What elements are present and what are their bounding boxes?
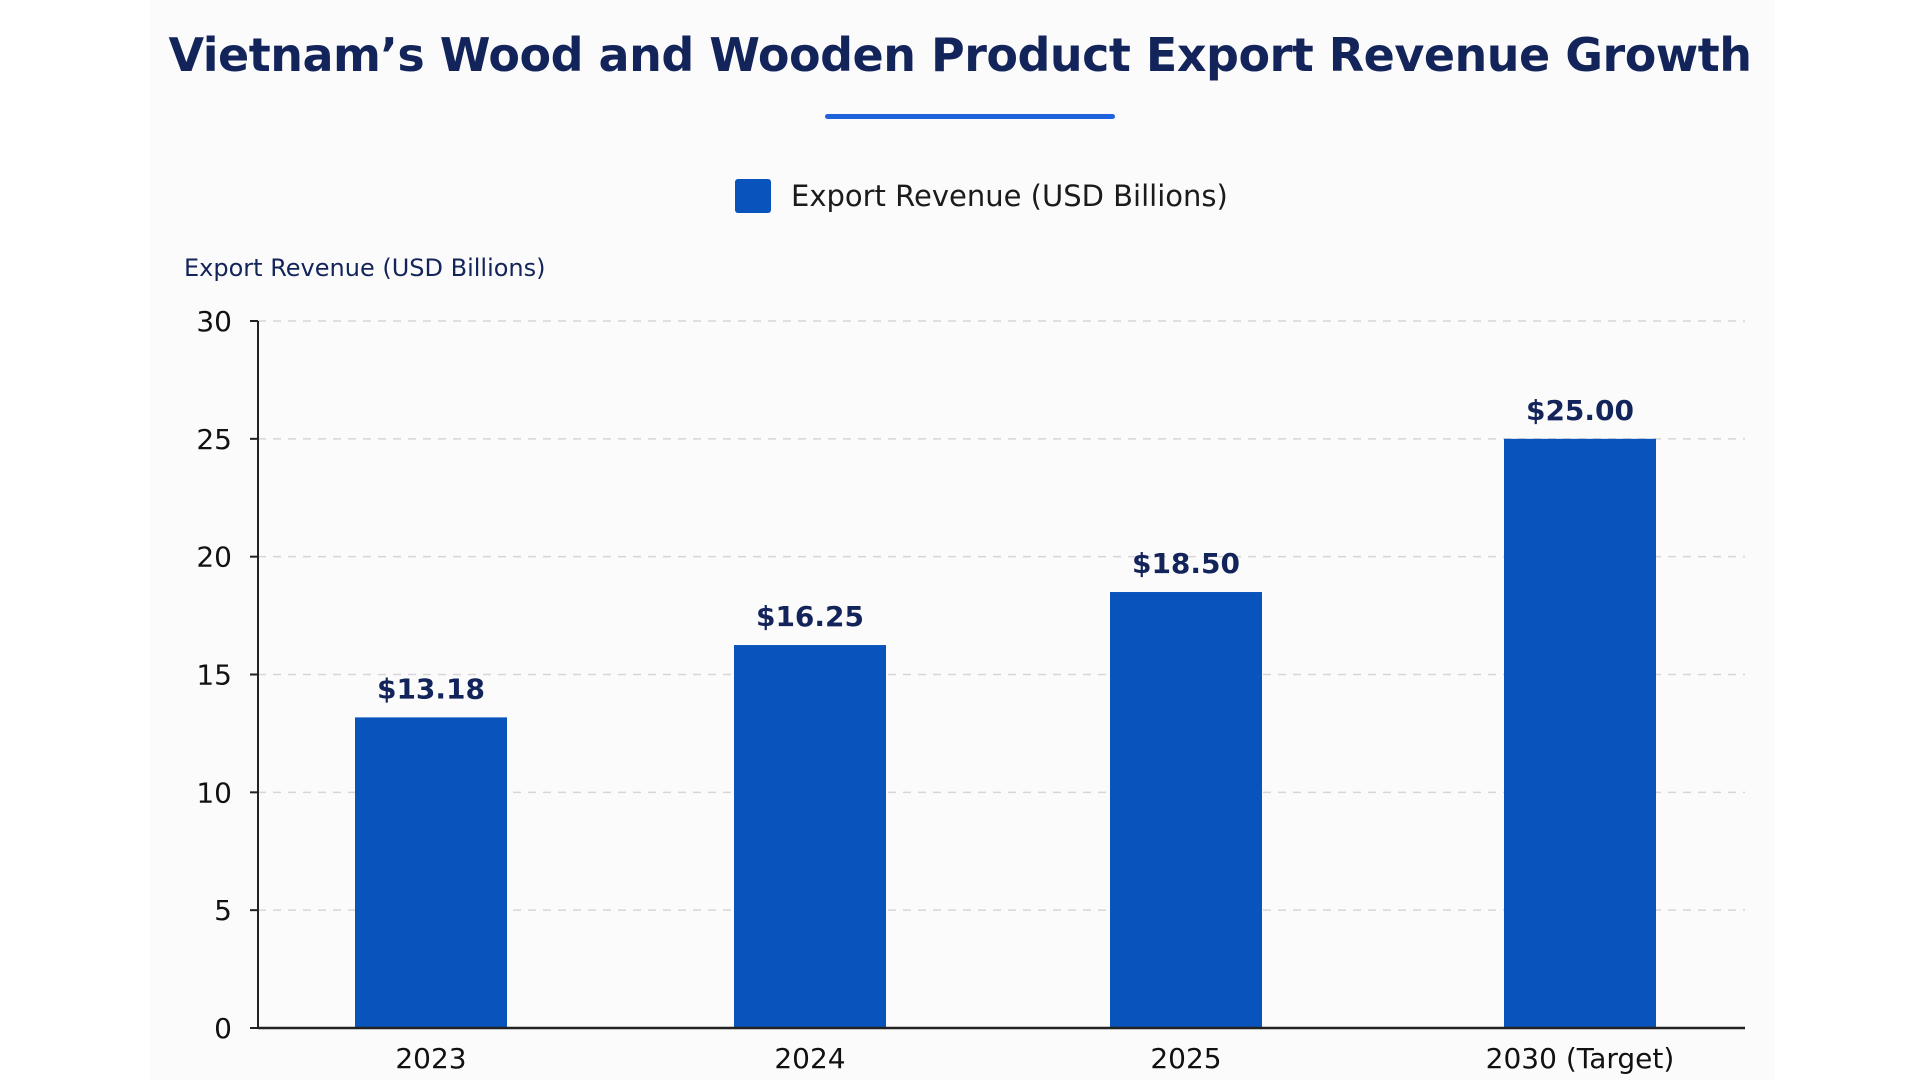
x-tick-label-2: 2025 [1150, 1042, 1221, 1075]
data-label-1: $16.25 [756, 600, 864, 633]
bar-2025 [1110, 592, 1262, 1028]
x-tick-label-0: 2023 [395, 1042, 466, 1075]
y-tick-label-0: 0 [214, 1012, 232, 1045]
bars [355, 438, 1656, 1028]
x-tick-label-3: 2030 (Target) [1486, 1042, 1675, 1075]
x-tick-label-1: 2024 [774, 1042, 845, 1075]
y-tick-label-10: 10 [196, 776, 232, 809]
y-tick-label-5: 5 [214, 894, 232, 927]
bar-2024 [734, 645, 886, 1028]
chart-title: Vietnam’s Wood and Wooden Product Export… [168, 28, 1752, 82]
bar-2023 [355, 717, 507, 1028]
y-tick-label-25: 25 [196, 423, 232, 456]
data-label-0: $13.18 [377, 672, 485, 705]
data-label-2: $18.50 [1132, 547, 1240, 580]
bar-2030-target [1504, 438, 1656, 1028]
legend-label: Export Revenue (USD Billions) [791, 179, 1228, 213]
legend: Export Revenue (USD Billions) [735, 176, 1228, 216]
data-label-3: $25.00 [1526, 394, 1634, 427]
y-tick-label-15: 15 [196, 659, 232, 692]
y-axis-label: Export Revenue (USD Billions) [184, 254, 546, 282]
legend-swatch [735, 179, 771, 213]
y-tick-label-20: 20 [196, 541, 232, 574]
y-tick-label-30: 30 [196, 305, 232, 338]
title-underline [825, 114, 1115, 119]
axes [250, 320, 1745, 1030]
labels: 051015202530$13.182023$16.252024$18.5020… [196, 305, 1674, 1075]
